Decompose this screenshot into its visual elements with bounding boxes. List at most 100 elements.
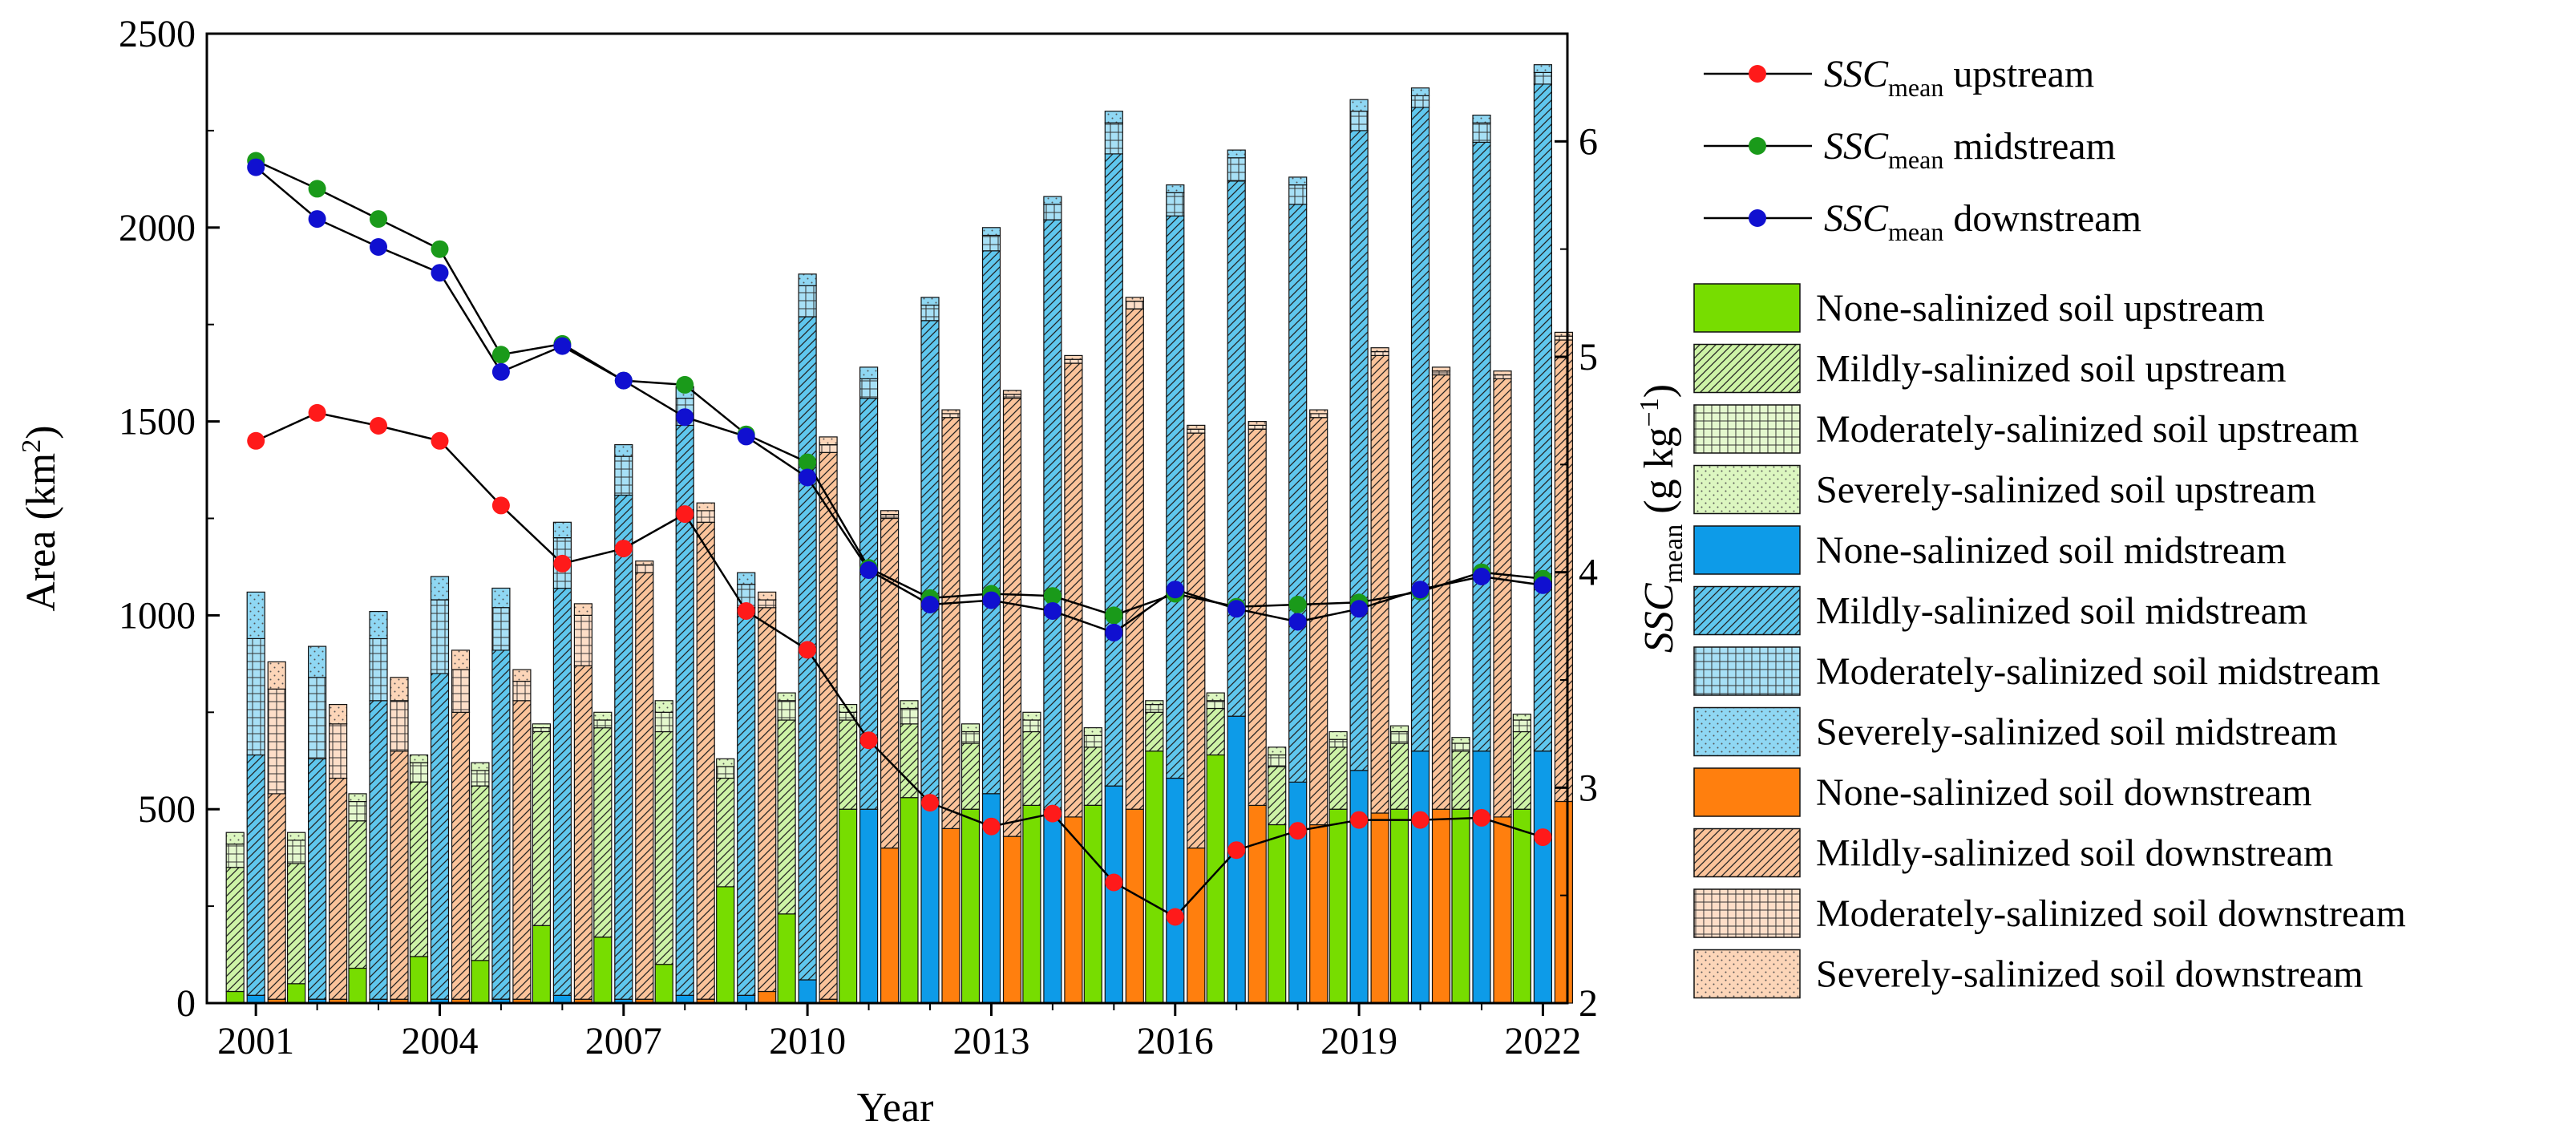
bar-downstream-2005-grid: [512, 680, 532, 702]
bar-upstream-2013-diag: [960, 743, 981, 810]
bar-downstream-2015-dots: [1125, 297, 1144, 302]
bar-upstream-2014-diag: [1022, 730, 1041, 807]
bar-upstream-2018-grid: [1268, 754, 1287, 767]
point-downstream-2009: [737, 427, 755, 446]
x-tick-label: 2016: [1137, 1020, 1214, 1062]
bar-upstream-2016-dots: [1145, 700, 1164, 706]
bar-midstream-2015-solid: [1104, 785, 1123, 1004]
bar-midstream-2018-solid: [1288, 781, 1308, 1004]
bar-downstream-2009-dots: [758, 591, 777, 601]
legend-line-label: SSCmean midstream: [1824, 125, 2116, 174]
bar-downstream-2021-diag: [1493, 378, 1512, 818]
bar-upstream-2020-dots: [1389, 725, 1409, 733]
legend-bar-label: Severely-salinized soil midstream: [1816, 711, 2337, 754]
bar-midstream-2020-solid: [1410, 751, 1430, 1004]
bar-midstream-2017-diag: [1227, 180, 1246, 717]
bar-midstream-2013-diag: [981, 250, 1001, 795]
bar-downstream-2006-dots: [573, 603, 593, 617]
point-midstream-2002: [308, 180, 326, 198]
y-left-tick-label: 1500: [119, 401, 196, 443]
y-right-tick-label: 2: [1579, 982, 1598, 1025]
bar-midstream-2004-dots: [430, 576, 450, 601]
point-downstream-2010: [799, 468, 817, 487]
point-downstream-2021: [1473, 568, 1490, 585]
bar-downstream-2012-grid: [941, 413, 960, 419]
bar-downstream-2001-dots: [267, 661, 286, 690]
bar-upstream-2001-grid: [225, 844, 245, 868]
bar-midstream-2016-solid: [1166, 777, 1185, 1004]
bar-downstream-2014-dots: [1064, 354, 1083, 360]
bar-midstream-2001-dots: [246, 591, 265, 640]
bar-midstream-2010-solid: [798, 979, 817, 1004]
legend-swatch: [1693, 343, 1801, 394]
legend-swatch: [1693, 464, 1801, 515]
y-left-tick-label: 1000: [119, 594, 196, 637]
bar-downstream-2010-grid: [819, 443, 838, 453]
bar-downstream-2003-diag: [390, 751, 409, 1000]
point-downstream-2017: [1227, 600, 1246, 618]
bar-upstream-2004-grid: [409, 762, 429, 783]
bar-upstream-2007-grid: [593, 719, 613, 729]
bar-upstream-2013-solid: [960, 808, 981, 1004]
bar-downstream-2013-diag: [1002, 398, 1022, 837]
point-downstream-2005: [491, 362, 510, 381]
legend-bar-label: None-salinized soil downstream: [1816, 771, 2312, 814]
point-downstream-2019: [1350, 600, 1369, 618]
bar-midstream-2022-dots: [1533, 64, 1553, 73]
bar-midstream-2005-dots: [491, 587, 511, 609]
bar-upstream-2006-dots: [532, 723, 552, 729]
point-upstream-2020: [1411, 811, 1430, 829]
bar-upstream-2007-diag: [593, 726, 613, 938]
bar-upstream-2020-diag: [1389, 743, 1409, 810]
bar-downstream-2008-grid: [696, 510, 715, 523]
bar-upstream-2014-dots: [1022, 711, 1041, 721]
bar-upstream-2018-solid: [1268, 823, 1287, 1004]
bar-downstream-2012-dots: [941, 409, 960, 415]
point-upstream-2002: [308, 403, 326, 422]
bar-midstream-2009-diag: [737, 607, 756, 996]
point-upstream-2017: [1227, 841, 1246, 860]
bar-upstream-2020-solid: [1389, 808, 1409, 1004]
legend-swatch: [1693, 525, 1801, 575]
bar-upstream-2008-grid: [654, 711, 673, 733]
legend-swatch: [1693, 888, 1801, 938]
bar-upstream-2004-diag: [409, 781, 429, 957]
bar-midstream-2014-grid: [1043, 204, 1062, 221]
legend-swatch: [1693, 646, 1801, 696]
point-upstream-2014: [1043, 804, 1062, 823]
bar-upstream-2021-solid: [1451, 808, 1470, 1004]
bar-midstream-2022-grid: [1533, 71, 1553, 85]
legend-swatch: [1693, 827, 1801, 878]
bar-midstream-2021-grid: [1472, 122, 1491, 143]
point-downstream-2006: [553, 337, 572, 355]
point-midstream-2003: [370, 210, 387, 229]
bar-downstream-2013-grid: [1002, 394, 1022, 399]
bar-downstream-2004-diag: [451, 711, 471, 1000]
legend-bar-label: None-salinized soil midstream: [1816, 529, 2287, 572]
bar-midstream-2001-diag: [246, 754, 265, 996]
point-upstream-2001: [247, 431, 265, 450]
bar-downstream-2010-dots: [819, 436, 838, 446]
bar-upstream-2017-grid: [1206, 700, 1225, 710]
legend-swatch: [1693, 585, 1801, 636]
bar-midstream-2016-grid: [1166, 192, 1185, 216]
bar-midstream-2013-dots: [981, 227, 1001, 237]
bar-downstream-2013-dots: [1002, 390, 1022, 395]
y-right-tick-label: 6: [1579, 120, 1598, 163]
bar-midstream-2012-dots: [920, 297, 940, 306]
bar-upstream-2003-diag: [348, 820, 367, 969]
point-upstream-2006: [553, 554, 572, 573]
bar-downstream-2017-dots: [1248, 420, 1267, 426]
bar-downstream-2015-grid: [1125, 301, 1144, 310]
bar-downstream-2014-grid: [1064, 358, 1083, 364]
x-tick-label: 2019: [1320, 1020, 1397, 1062]
bar-downstream-2015-diag: [1125, 308, 1144, 810]
bar-downstream-2011-grid: [880, 514, 900, 520]
bar-upstream-2008-solid: [654, 963, 673, 1004]
point-downstream-2003: [370, 238, 387, 256]
point-midstream-2014: [1043, 587, 1062, 605]
bar-downstream-2022-grid: [1554, 335, 1574, 341]
bar-midstream-2012-grid: [920, 304, 940, 322]
point-upstream-2013: [982, 817, 1001, 836]
